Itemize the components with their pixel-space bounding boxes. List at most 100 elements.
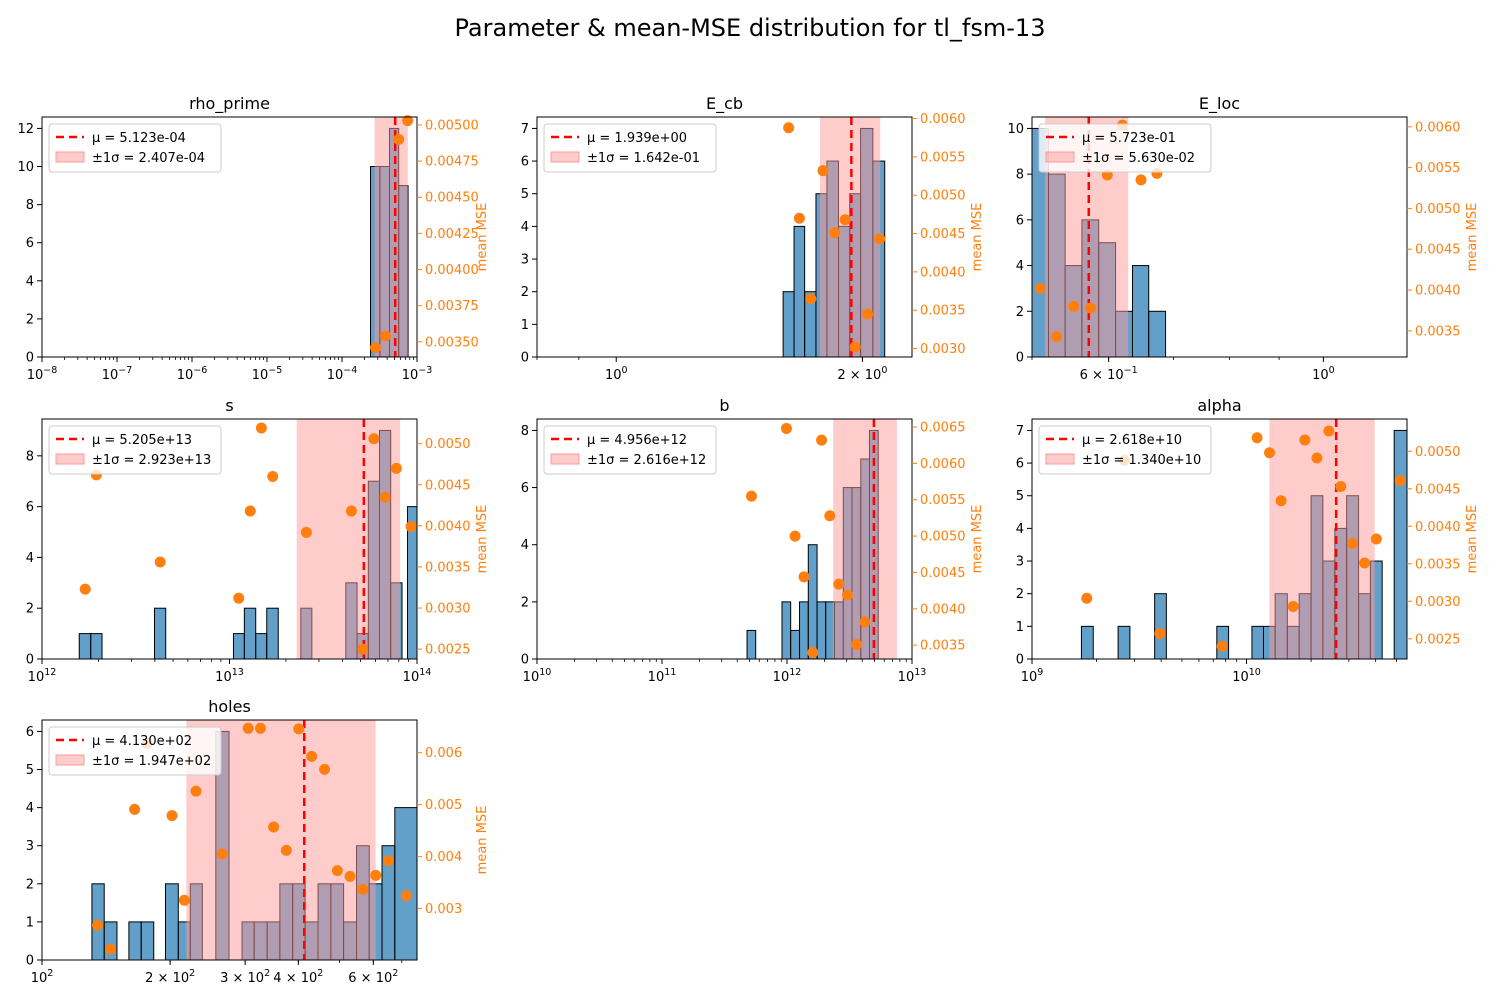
x-tick-label: 100 xyxy=(605,365,628,383)
right-y-tick-label: 0.0050 xyxy=(1415,202,1461,217)
y-tick-label: 3 xyxy=(521,253,529,268)
y-tick-label: 5 xyxy=(1016,489,1024,504)
right-axis-label: mean MSE xyxy=(1465,203,1480,272)
histogram-bar xyxy=(807,544,818,659)
right-y-tick-label: 0.0060 xyxy=(920,457,966,472)
right-y-tick-label: 0.0040 xyxy=(1415,284,1461,299)
histogram-bar xyxy=(140,921,155,960)
y-tick-label: 5 xyxy=(26,763,34,778)
mse-point xyxy=(1359,557,1371,569)
legend-box xyxy=(48,123,222,173)
mse-point xyxy=(862,308,874,320)
y-tick-label: 4 xyxy=(1016,259,1024,274)
mse-point xyxy=(306,750,318,762)
histogram-bar xyxy=(1131,265,1150,357)
subplot-title: b xyxy=(719,396,729,415)
legend-box xyxy=(1038,425,1212,475)
y-tick-label: 6 xyxy=(521,155,529,170)
right-y-tick-label: 0.0050 xyxy=(425,437,471,452)
mse-point xyxy=(793,212,805,224)
right-y-tick-label: 0.0050 xyxy=(1415,445,1461,460)
legend-mean-label: μ = 5.205e+13 xyxy=(92,433,192,448)
legend-sigma-label: ±1σ = 1.340e+10 xyxy=(1082,453,1201,468)
x-tick-label: 10−6 xyxy=(177,365,208,383)
mse-point xyxy=(874,233,886,245)
y-tick-label: 6 xyxy=(521,481,529,496)
y-tick-label: 1 xyxy=(26,915,34,930)
mse-point xyxy=(319,763,331,775)
mse-point xyxy=(268,821,280,833)
mse-point xyxy=(1154,628,1166,639)
right-y-tick-label: 0.00500 xyxy=(425,118,479,133)
legend: μ = 4.130e+02 ±1σ = 1.947e+02 xyxy=(48,726,222,776)
histogram-bar xyxy=(1080,625,1094,659)
mse-point xyxy=(190,785,202,797)
mse-point xyxy=(1251,432,1263,444)
mse-point xyxy=(842,589,854,601)
x-tick-label: 102 xyxy=(31,968,54,986)
y-tick-label: 6 xyxy=(26,500,34,515)
mse-point xyxy=(1081,592,1093,604)
y-tick-label: 2 xyxy=(26,877,34,892)
right-y-tick-label: 0.0065 xyxy=(920,421,966,436)
legend-box xyxy=(543,123,717,173)
right-y-tick-label: 0.006 xyxy=(425,746,462,761)
mse-point xyxy=(1311,452,1323,464)
mse-point xyxy=(357,883,369,895)
right-y-tick-label: 0.0045 xyxy=(920,566,966,581)
legend-box xyxy=(48,726,222,776)
y-tick-label: 6 xyxy=(1016,457,1024,472)
histogram-bar xyxy=(782,291,795,357)
right-y-tick-label: 0.0035 xyxy=(920,639,966,654)
mse-point xyxy=(1323,425,1335,437)
mse-point xyxy=(783,122,795,134)
legend-sigma-swatch xyxy=(550,151,580,163)
mse-point xyxy=(300,526,312,538)
x-tick-label: 1012 xyxy=(773,667,802,685)
sigma-band xyxy=(819,117,881,357)
mse-point xyxy=(254,722,266,734)
subplot-b: b 0 2 4 6 8 0.0035 0.0040 0.0045 0.0050 0.0055 0.00… xyxy=(521,396,985,685)
mse-point xyxy=(1050,331,1062,343)
mse-point xyxy=(1370,533,1382,545)
y-tick-label: 0 xyxy=(1016,653,1024,668)
legend-sigma-swatch xyxy=(1045,151,1075,163)
mse-point xyxy=(91,919,103,931)
legend-sigma-swatch xyxy=(55,453,85,465)
right-y-tick-label: 0.0045 xyxy=(1415,482,1461,497)
sigma-band xyxy=(296,419,401,659)
right-y-tick-label: 0.0035 xyxy=(1415,557,1461,572)
legend-sigma-swatch xyxy=(1045,453,1075,465)
y-tick-label: 8 xyxy=(26,449,34,464)
mse-point xyxy=(1216,640,1228,652)
mse-point xyxy=(402,115,414,127)
y-tick-label: 0 xyxy=(26,653,34,668)
mse-point xyxy=(368,433,380,445)
right-y-tick-label: 0.0040 xyxy=(425,519,471,534)
mse-point xyxy=(798,571,810,583)
right-y-tick-label: 0.005 xyxy=(425,798,462,813)
legend-mean-label: μ = 4.130e+02 xyxy=(92,734,192,749)
y-tick-label: 10 xyxy=(17,160,34,175)
histogram-bar xyxy=(232,633,245,659)
x-tick-label: 10−5 xyxy=(252,365,283,383)
y-tick-label: 2 xyxy=(1016,587,1024,602)
x-tick-label: 2 × 100 xyxy=(837,365,887,383)
legend-sigma-swatch xyxy=(550,453,580,465)
right-y-tick-label: 0.00375 xyxy=(425,299,479,314)
y-tick-label: 4 xyxy=(1016,522,1024,537)
mse-point xyxy=(345,505,357,517)
legend: μ = 5.123e-04 ±1σ = 2.407e-04 xyxy=(48,123,222,173)
histogram-bar xyxy=(255,633,268,659)
axes-frame xyxy=(536,116,913,358)
mse-point xyxy=(344,870,356,882)
right-y-tick-label: 0.0040 xyxy=(920,265,966,280)
mse-point xyxy=(824,510,836,522)
right-axis-label: mean MSE xyxy=(1465,505,1480,574)
mse-point xyxy=(839,214,851,226)
right-y-tick-label: 0.003 xyxy=(425,902,462,917)
axes-frame xyxy=(41,719,418,961)
right-y-tick-label: 0.00475 xyxy=(425,155,479,170)
y-tick-label: 2 xyxy=(26,602,34,617)
